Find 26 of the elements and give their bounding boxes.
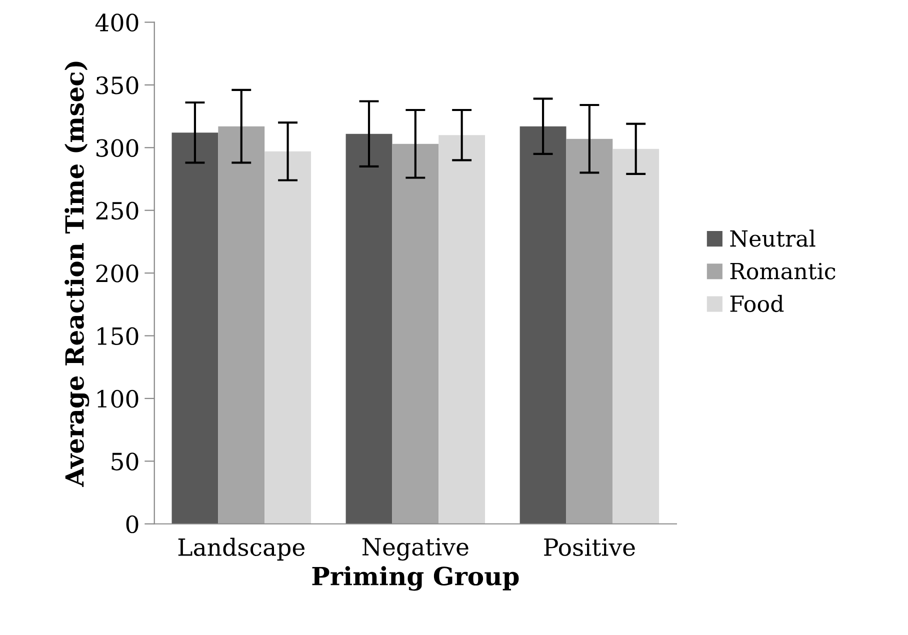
y-tick-label: 150	[98, 327, 138, 346]
y-tick-label: 100	[98, 390, 138, 408]
bar	[392, 144, 439, 524]
legend-label: Food	[730, 294, 784, 312]
y-tick-label: 250	[96, 202, 138, 220]
bar	[218, 126, 265, 524]
bar	[346, 134, 392, 524]
y-tick-label: 300	[96, 139, 138, 157]
bar	[612, 148, 660, 524]
y-tick-label: 50	[112, 452, 138, 470]
legend-label: Neutral	[730, 230, 816, 247]
y-tick-label: 350	[96, 76, 138, 94]
bar	[172, 132, 218, 524]
y-tick-label: 400	[95, 14, 138, 32]
x-tick-label: Landscape	[178, 538, 304, 561]
legend-label: Romantic	[730, 262, 836, 280]
x-axis-title: Priming Group	[312, 566, 519, 591]
y-tick-label: 200	[96, 264, 138, 282]
y-tick-label: 0	[126, 515, 138, 534]
bar	[566, 138, 613, 524]
bar	[264, 151, 311, 524]
y-axis-title: Average Reaction Time (msec)	[64, 62, 90, 487]
bar	[438, 135, 486, 524]
x-tick-label: Positive	[544, 538, 635, 556]
x-tick-label: Negative	[362, 538, 468, 561]
bar	[520, 126, 566, 524]
